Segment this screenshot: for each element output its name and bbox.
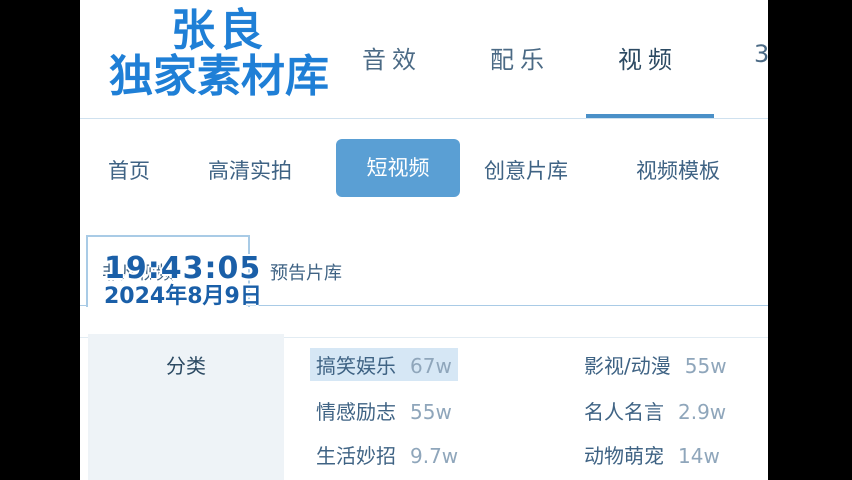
- category-name: 动物萌宠: [584, 444, 664, 468]
- category-count: 67w: [410, 354, 452, 378]
- divider: [80, 118, 768, 119]
- clock-overlay: 19:43:05 2024年8月9日: [104, 252, 262, 309]
- clock-date: 2024年8月9日: [104, 284, 262, 309]
- subtab-hd-footage[interactable]: 高清实拍: [208, 159, 292, 183]
- top-nav: 音效 配乐 视频 3: [80, 0, 768, 119]
- category-count: 9.7w: [410, 444, 459, 468]
- subtab-home[interactable]: 首页: [108, 159, 150, 183]
- category-panel: 分类: [88, 334, 284, 480]
- sub-nav: 首页 高清实拍 短视频 创意片库 视频模板: [80, 119, 768, 338]
- category-name: 名人名言: [584, 400, 664, 424]
- watermark-line1: 张良: [171, 5, 267, 56]
- subtab-short-video[interactable]: 短视频: [336, 139, 460, 197]
- divider: [246, 305, 768, 306]
- active-tab-indicator: [586, 114, 714, 118]
- category-name: 情感励志: [316, 400, 396, 424]
- tertiary-tabs: 非凡视频 预告片库: [80, 219, 768, 307]
- category-item-inspiration[interactable]: 情感励志 55w: [316, 396, 452, 425]
- category-item-pets[interactable]: 动物萌宠 14w: [584, 440, 720, 469]
- tab-music[interactable]: 配乐: [490, 46, 550, 74]
- subtab-creative-library[interactable]: 创意片库: [484, 159, 568, 183]
- divider: [80, 305, 86, 306]
- tab-3d[interactable]: 3: [754, 40, 768, 68]
- watermark-line2: 独家素材库: [109, 51, 329, 103]
- watermark-logo: 张良 独家素材库: [94, 5, 344, 103]
- tertiary-tab-featured[interactable]: 非凡视频: [102, 263, 174, 284]
- category-name: 搞笑娱乐: [316, 354, 396, 378]
- category-item-life-hacks[interactable]: 生活妙招 9.7w: [316, 440, 458, 469]
- category-count: 2.9w: [678, 400, 727, 424]
- tertiary-tab-active[interactable]: [86, 235, 250, 307]
- category-item-quotes[interactable]: 名人名言 2.9w: [584, 396, 726, 425]
- category-name: 生活妙招: [316, 444, 396, 468]
- tab-sound-effects[interactable]: 音效: [362, 46, 422, 74]
- category-title: 分类: [166, 354, 206, 378]
- clock-time: 19:43:05: [104, 251, 262, 286]
- tab-video[interactable]: 视频: [618, 46, 678, 74]
- category-count: 55w: [410, 400, 452, 424]
- divider: [80, 337, 768, 338]
- category-count: 55w: [684, 354, 727, 378]
- subtab-video-templates[interactable]: 视频模板: [636, 159, 720, 183]
- category-name: 影视/动漫: [584, 354, 671, 378]
- tertiary-tab-trailers[interactable]: 预告片库: [270, 263, 342, 284]
- category-item-film-anime[interactable]: 影视/动漫 55w: [584, 350, 727, 379]
- browser-viewport: 音效 配乐 视频 3 首页 高清实拍 短视频 创意片库 视频模板 非凡视频 预告…: [80, 0, 768, 480]
- category-item-comedy[interactable]: 搞笑娱乐 67w: [310, 348, 458, 381]
- category-count: 14w: [678, 444, 720, 468]
